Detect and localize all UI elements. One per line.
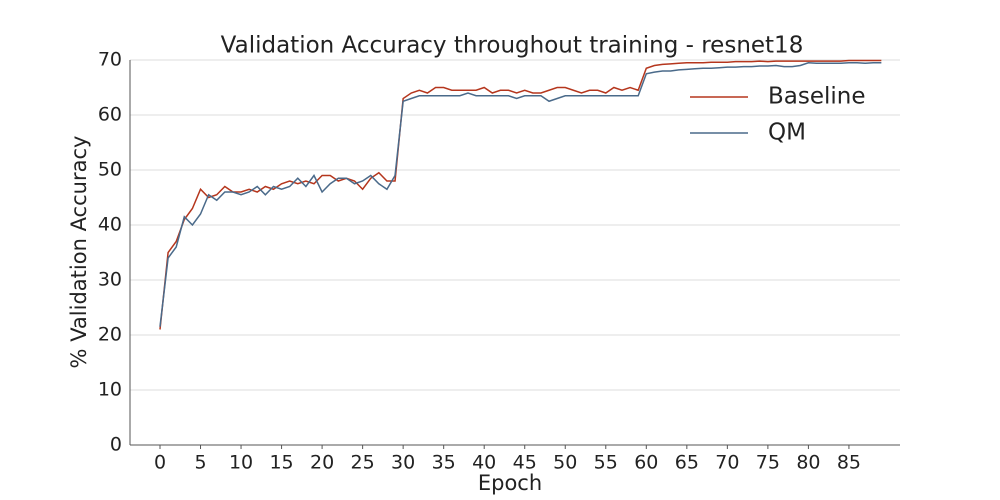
y-tick-label: 70 xyxy=(98,49,122,71)
x-tick-label: 25 xyxy=(351,452,375,474)
x-tick-label: 10 xyxy=(229,452,253,474)
y-tick-label: 60 xyxy=(98,104,122,126)
x-tick-label: 80 xyxy=(796,452,820,474)
y-tick-label: 30 xyxy=(98,269,122,291)
x-tick-label: 15 xyxy=(269,452,293,474)
x-tick-label: 35 xyxy=(432,452,456,474)
x-tick-label: 70 xyxy=(715,452,739,474)
x-tick-label: 20 xyxy=(310,452,334,474)
x-tick-label: 50 xyxy=(553,452,577,474)
x-tick-label: 5 xyxy=(194,452,206,474)
legend-label: Baseline xyxy=(768,84,866,110)
x-tick-label: 45 xyxy=(513,452,537,474)
series-line xyxy=(159,61,882,327)
x-tick-label: 65 xyxy=(675,452,699,474)
x-tick-label: 30 xyxy=(391,452,415,474)
x-tick-label: 60 xyxy=(634,452,658,474)
x-tick-label: 0 xyxy=(154,452,166,474)
x-axis-label: Epoch xyxy=(478,471,542,495)
y-tick-label: 40 xyxy=(98,214,122,236)
x-tick-label: 40 xyxy=(472,452,496,474)
chart-title: Validation Accuracy throughout training … xyxy=(221,33,804,59)
y-tick-label: 0 xyxy=(110,434,122,456)
y-axis-label: % Validation Accuracy xyxy=(67,136,91,369)
legend-label: QM xyxy=(768,120,806,146)
y-tick-label: 10 xyxy=(98,379,122,401)
x-tick-label: 75 xyxy=(756,452,780,474)
y-tick-label: 50 xyxy=(98,159,122,181)
x-tick-label: 55 xyxy=(594,452,618,474)
series-line xyxy=(159,59,882,330)
y-tick-label: 20 xyxy=(98,324,122,346)
x-tick-label: 85 xyxy=(837,452,861,474)
